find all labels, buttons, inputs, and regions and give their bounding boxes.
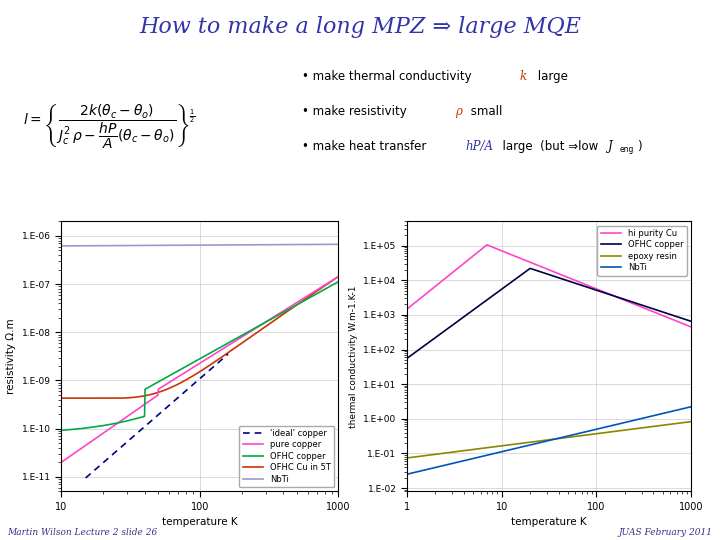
Text: J: J	[608, 140, 613, 153]
X-axis label: temperature K: temperature K	[511, 517, 587, 528]
Legend: hi purity Cu, OFHC copper, epoxy resin, NbTi: hi purity Cu, OFHC copper, epoxy resin, …	[598, 226, 687, 276]
X-axis label: temperature K: temperature K	[162, 517, 238, 528]
Legend: 'ideal' copper, pure copper, OFHC copper, OFHC Cu in 5T, NbTi: 'ideal' copper, pure copper, OFHC copper…	[239, 426, 334, 487]
Text: How to make a long MPZ ⇒ large MQE: How to make a long MPZ ⇒ large MQE	[139, 16, 581, 38]
Text: large: large	[534, 70, 568, 83]
Text: • make thermal conductivity: • make thermal conductivity	[302, 70, 476, 83]
Y-axis label: resistivity Ω.m: resistivity Ω.m	[6, 319, 17, 394]
Text: small: small	[467, 105, 502, 118]
Text: ): )	[637, 140, 642, 153]
Text: • make heat transfer: • make heat transfer	[302, 140, 431, 153]
Text: hP/A: hP/A	[466, 140, 494, 153]
Text: large  (but ⇒low: large (but ⇒low	[495, 140, 603, 153]
Y-axis label: thermal conductivity W.m-1.K-1: thermal conductivity W.m-1.K-1	[348, 285, 358, 428]
Text: JUAS February 2011: JUAS February 2011	[618, 528, 713, 537]
Text: • make resistivity: • make resistivity	[302, 105, 411, 118]
Text: ρ: ρ	[455, 105, 462, 118]
Text: k: k	[520, 70, 527, 83]
Text: eng: eng	[619, 145, 634, 154]
Text: Martin Wilson Lecture 2 slide 26: Martin Wilson Lecture 2 slide 26	[7, 528, 158, 537]
Text: $l = \left\{\dfrac{2k(\theta_c - \theta_o)}{J_c^2\,\rho - \dfrac{hP}{A}(\theta_c: $l = \left\{\dfrac{2k(\theta_c - \theta_…	[23, 102, 195, 150]
